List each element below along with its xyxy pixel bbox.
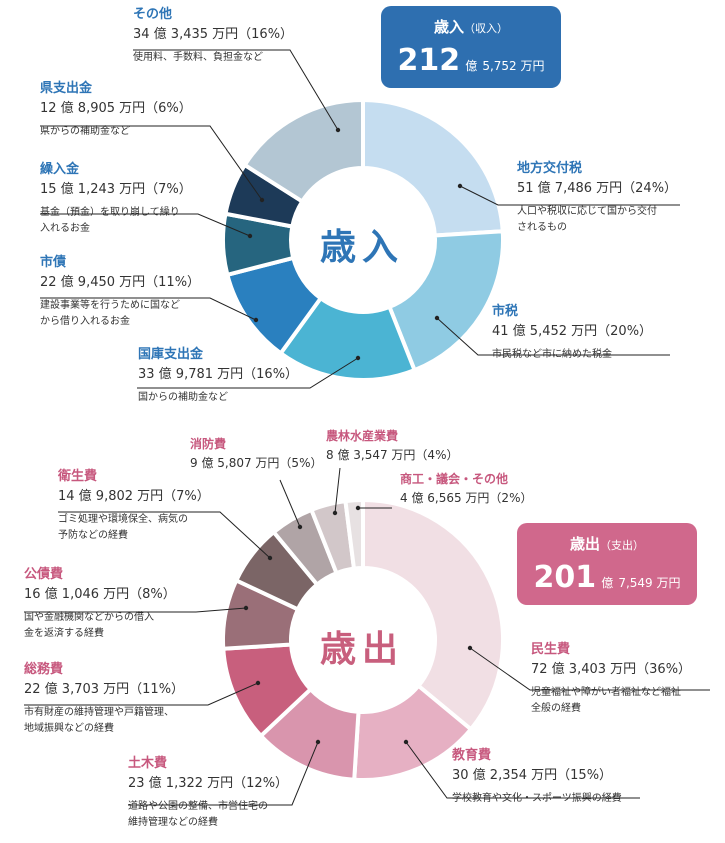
expenditure-leader-0 xyxy=(469,647,710,691)
revenue-leader-5 xyxy=(40,125,263,201)
expenditure-donut-hole xyxy=(291,568,435,712)
revenue-label-municipal-bond: 市債 22 億 9,450 万円（11%） 建設事業等を行うために国など から借… xyxy=(40,255,201,327)
revenue-leader-4 xyxy=(40,213,251,237)
revenue-label-transfer: 繰入金 15 億 1,243 万円（7%） 基金（預金）を取り崩して繰り 入れる… xyxy=(40,162,192,234)
expenditure-leader-dot-4 xyxy=(243,605,249,611)
revenue-total-badge: 歳入（収入） 212 億 5,752 万円 xyxy=(381,6,561,88)
expenditure-leader-6 xyxy=(279,479,301,528)
expenditure-leader-dot-7 xyxy=(332,510,338,516)
revenue-leader-dot-0 xyxy=(457,183,463,189)
expenditure-leader-dot-1 xyxy=(403,739,409,745)
revenue-center-label: 歳入 xyxy=(319,227,404,268)
expenditure-label-health: 衛生費 14 億 9,802 万円（7%） ゴミ処理や環境保全、病気の 予防など… xyxy=(58,469,210,541)
revenue-leader-6 xyxy=(133,49,339,131)
revenue-label-other: その他 34 億 3,435 万円（16%） 使用料、手数料、負担金など xyxy=(133,7,294,63)
expenditure-leader-dot-8 xyxy=(355,505,361,511)
revenue-leader-3 xyxy=(40,297,257,321)
expenditure-leader-dot-5 xyxy=(267,555,273,561)
expenditure-leader-dot-3 xyxy=(255,680,261,686)
revenue-leader-dot-2 xyxy=(355,355,361,361)
expenditure-leader-5 xyxy=(58,511,271,559)
revenue-leader-dot-5 xyxy=(259,197,265,203)
expenditure-label-general-affairs: 総務費 22 億 3,703 万円（11%） 市有財産の維持管理や戸籍管理、 地… xyxy=(24,662,185,734)
expenditure-leader-dot-0 xyxy=(467,645,473,651)
revenue-total-title: 歳入（収入） xyxy=(433,18,508,36)
expenditure-leader-dot-2 xyxy=(315,739,321,745)
expenditure-leader-2 xyxy=(128,741,319,806)
expenditure-total-title: 歳出（支出） xyxy=(569,535,644,553)
expenditure-label-civil-engineering: 土木費 23 億 1,322 万円（12%） 道路や公園の整備、市営住宅の 維持… xyxy=(128,756,289,828)
expenditure-label-welfare: 民生費 72 億 3,403 万円（36%） 児童福祉や障がい者福祉など福祉 全… xyxy=(531,642,692,714)
revenue-leader-1 xyxy=(436,317,670,356)
expenditure-total-badge: 歳出（支出） 201 億 7,549 万円 xyxy=(517,523,697,605)
revenue-leader-0 xyxy=(459,185,680,206)
expenditure-leader-dot-6 xyxy=(297,524,303,530)
revenue-leader-dot-6 xyxy=(335,127,341,133)
revenue-total-amount: 212 億 5,752 万円 xyxy=(397,43,545,78)
expenditure-leader-3 xyxy=(24,682,259,706)
revenue-donut-hole xyxy=(291,168,435,312)
expenditure-total-amount: 201 億 7,549 万円 xyxy=(533,560,681,595)
expenditure-label-fire: 消防費 9 億 5,807 万円（5%） xyxy=(190,437,323,470)
revenue-leader-dot-3 xyxy=(253,317,259,323)
expenditure-leader-4 xyxy=(24,607,247,613)
revenue-label-prefectural-grant: 県支出金 12 億 8,905 万円（6%） 県からの補助金など xyxy=(40,81,192,137)
expenditure-label-debt-service: 公債費 16 億 1,046 万円（8%） 国や金融機関などからの借入 金を返済… xyxy=(24,567,176,639)
revenue-label-city-tax: 市税 41 億 5,452 万円（20%） 市民税など市に納めた税金 xyxy=(492,304,653,360)
expenditure-center-label: 歳出 xyxy=(319,629,404,670)
revenue-leader-dot-1 xyxy=(434,315,440,321)
expenditure-leader-1 xyxy=(405,741,640,799)
revenue-leader-dot-4 xyxy=(247,233,253,239)
expenditure-label-commerce-other: 商工・議会・その他 4 億 6,565 万円（2%） xyxy=(400,472,533,505)
expenditure-leader-7 xyxy=(334,467,341,514)
expenditure-label-education: 教育費 30 億 2,354 万円（15%） 学校教育や文化・スポーツ振興の経費 xyxy=(452,748,622,804)
expenditure-label-agriculture: 農林水産業費 8 億 3,547 万円（4%） xyxy=(326,429,459,462)
revenue-label-local-allocation-tax: 地方交付税 51 億 7,486 万円（24%） 人口や税収に応じて国から交付 … xyxy=(517,161,678,233)
revenue-label-national-grant: 国庫支出金 33 億 9,781 万円（16%） 国からの補助金など xyxy=(138,347,299,403)
revenue-leader-2 xyxy=(137,357,359,389)
